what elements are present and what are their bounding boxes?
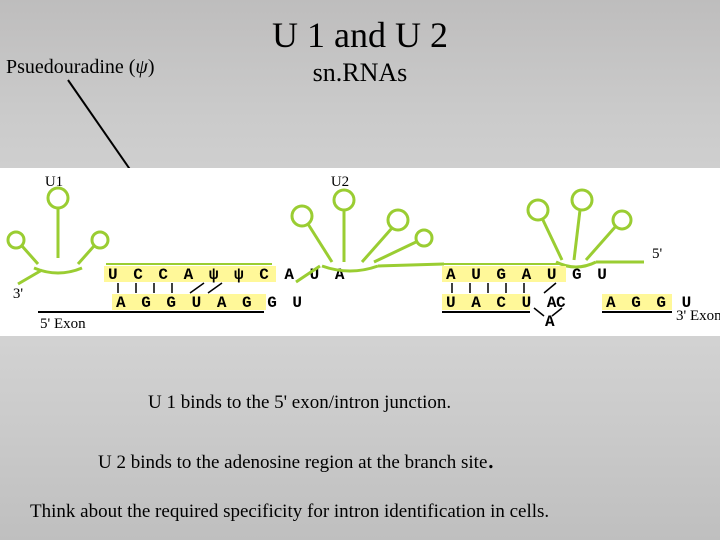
svg-text:U A C U A: U A C U A (446, 294, 559, 312)
diagram-band: U1 3' U C C A ψ ψ C A U A A G G U A G G … (0, 168, 720, 336)
svg-text:3' Exon: 3' Exon (676, 308, 720, 324)
svg-text:5': 5' (652, 246, 663, 262)
svg-text:A G G U A G G U: A G G U A G G U (116, 294, 305, 312)
svg-text:U2: U2 (331, 174, 349, 190)
u1-sequence: U C C A ψ ψ C A U A A G G U A G G U 5' E… (38, 264, 347, 332)
rna-diagram: U1 3' U C C A ψ ψ C A U A A G G U A G G … (0, 168, 720, 336)
u2-structure-right: 5' (528, 190, 663, 267)
svg-text:5' Exon: 5' Exon (40, 316, 86, 332)
svg-text:U C C A ψ ψ C A U A: U C C A ψ ψ C A U A (108, 266, 347, 284)
body-line-3: Think about the required specificity for… (30, 501, 549, 523)
svg-text:A: A (545, 313, 558, 331)
svg-text:3': 3' (13, 286, 24, 302)
body-line-1: U 1 binds to the 5' exon/intron junction… (148, 392, 451, 414)
svg-text:U1: U1 (45, 174, 63, 190)
u2-sequence: A U G A U G U U A C U A C A A G G U 3' E… (442, 264, 720, 331)
u1-structure: U1 3' (8, 174, 108, 302)
svg-text:C: C (556, 294, 569, 312)
body-line-2: U 2 binds to the adenosine region at the… (98, 444, 494, 476)
svg-text:A U G A U G U: A U G A U G U (446, 266, 610, 284)
main-title: U 1 and U 2 (0, 14, 720, 56)
